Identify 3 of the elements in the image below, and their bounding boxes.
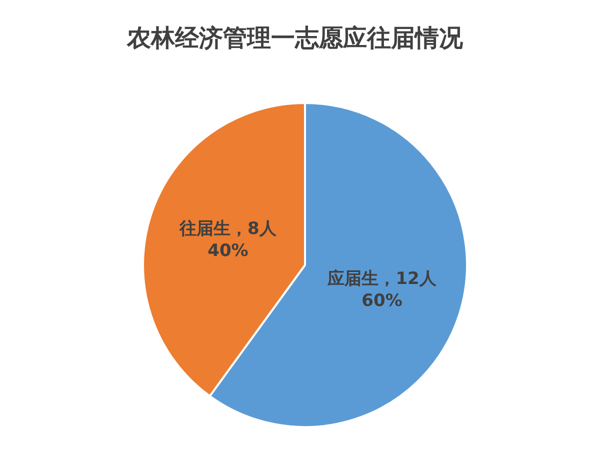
- chart-title: 农林经济管理一志愿应往届情况: [126, 23, 464, 54]
- slice-label: 往届生: [180, 218, 231, 239]
- slice-label: 应届生: [328, 268, 379, 289]
